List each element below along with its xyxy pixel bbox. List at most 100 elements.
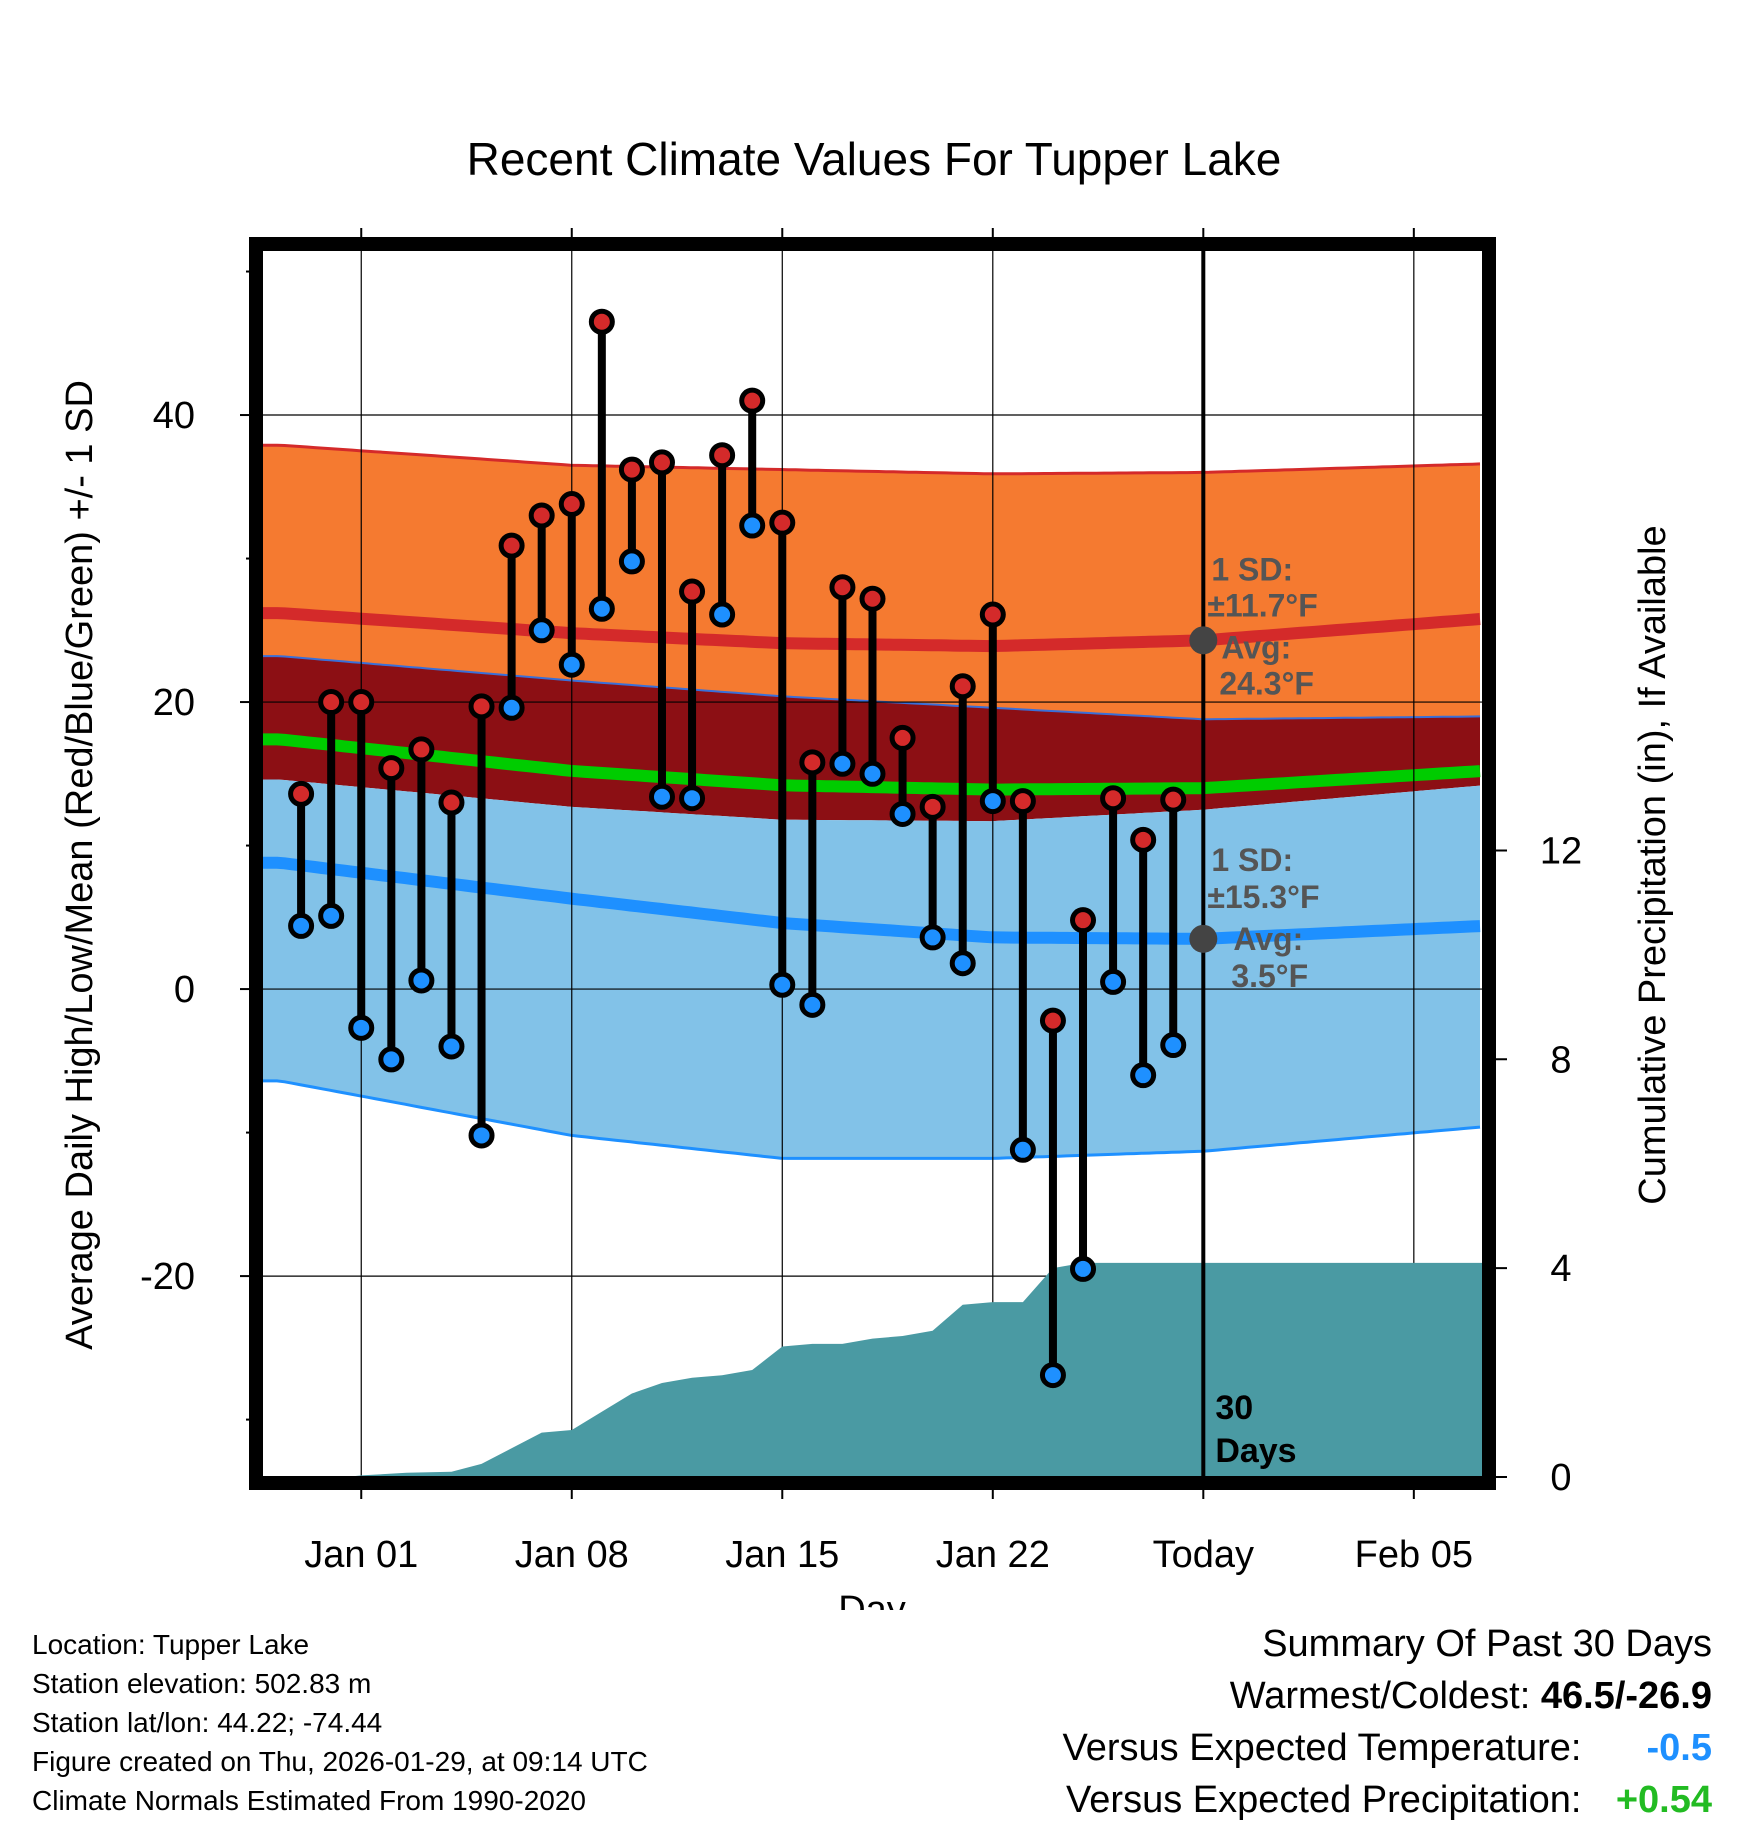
y2-tick-label: 8 — [1550, 1039, 1571, 1081]
high-avg-label: Avg: — [1221, 629, 1291, 665]
climate-chart: Recent Climate Values For Tupper Lake 1 … — [59, 133, 1674, 1610]
x-tick-label: Jan 01 — [304, 1534, 418, 1576]
y-tick-label: 40 — [153, 395, 195, 437]
created-text: Figure created on Thu, 2026-01-29, at 09… — [32, 1746, 648, 1777]
y-tick-label: -20 — [140, 1256, 195, 1298]
latlon-text: Station lat/lon: 44.22; -74.44 — [32, 1707, 383, 1738]
daily-low-point — [588, 595, 615, 622]
x-tick-label: Jan 08 — [515, 1534, 629, 1576]
x-axis-label: Day — [838, 1589, 906, 1610]
daily-high-point — [558, 491, 585, 518]
daily-low-point — [408, 967, 435, 994]
daily-high-point — [378, 755, 405, 782]
y2-tick-label: 12 — [1540, 830, 1582, 872]
daily-low-point — [558, 651, 585, 678]
daily-high-point — [679, 578, 706, 605]
daily-low-point — [648, 783, 675, 810]
daily-high-point — [468, 693, 495, 720]
daily-low-point — [1039, 1362, 1066, 1389]
daily-low-point — [1130, 1062, 1157, 1089]
daily-low-point — [709, 601, 736, 628]
daily-high-point — [829, 574, 856, 601]
dep-temp-label: Versus Expected Temperature: — [1062, 1727, 1582, 1769]
warm-cold-label: Warmest/Coldest: — [1229, 1675, 1531, 1717]
plot-frame — [249, 237, 1496, 1490]
dep-prcp-label: Versus Expected Precipitation: — [1066, 1779, 1582, 1821]
daily-low-point — [889, 800, 916, 827]
daily-low-point — [1160, 1032, 1187, 1059]
x-tick-label: Today — [1153, 1534, 1254, 1576]
daily-high-point — [1070, 907, 1097, 934]
daily-high-point — [739, 387, 766, 414]
daily-low-point — [919, 924, 946, 951]
daily-low-point — [949, 950, 976, 977]
y2-axis-label: Cumulative Precipitation (in), If Availa… — [1632, 525, 1674, 1204]
low-sd-value: ±15.3°F — [1207, 879, 1319, 915]
y-tick-label: 20 — [153, 682, 195, 724]
y2-tick-label: 4 — [1550, 1248, 1571, 1290]
daily-high-point — [588, 308, 615, 335]
daily-high-point — [979, 601, 1006, 628]
daily-high-point — [618, 456, 645, 483]
daily-low-point — [288, 912, 315, 939]
y-axis-label: Average Daily High/Low/Mean (Red/Blue/Gr… — [59, 380, 101, 1350]
high-plus-sd-line — [262, 443, 1481, 476]
daily-high-point — [799, 749, 826, 776]
location-text: Location: Tupper Lake — [32, 1629, 310, 1660]
normals-text: Climate Normals Estimated From 1990-2020 — [32, 1785, 586, 1816]
daily-high-point — [1100, 785, 1127, 812]
daily-low-point — [438, 1033, 465, 1060]
daily-high-point — [709, 442, 736, 469]
high-sd-label: 1 SD: — [1211, 551, 1293, 587]
daily-low-point — [979, 788, 1006, 815]
low-avg-value: 3.5°F — [1231, 958, 1308, 994]
daily-low-point — [528, 617, 555, 644]
daily-high-point — [408, 736, 435, 763]
dep-temp-value: -0.5 — [1646, 1727, 1712, 1769]
low-avg-marker — [1189, 924, 1218, 953]
low-avg-line — [262, 856, 1481, 945]
daily-high-point — [528, 502, 555, 529]
warm-cold-row: Warmest/Coldest: 46.5/-26.9 — [1063, 1670, 1712, 1722]
precip-area — [262, 1262, 1483, 1477]
station-info: Location: Tupper Lake Station elevation:… — [32, 1625, 648, 1820]
daily-low-point — [1009, 1136, 1036, 1163]
daily-low-point — [1100, 968, 1127, 995]
daily-high-point — [348, 689, 375, 716]
daily-high-point — [949, 673, 976, 700]
daily-low-point — [498, 694, 525, 721]
daily-high-point — [919, 793, 946, 820]
low-minus-sd-line — [262, 1079, 1481, 1160]
chart-title: Recent Climate Values For Tupper Lake — [467, 133, 1282, 185]
daily-low-point — [859, 760, 886, 787]
daily-low-point — [348, 1014, 375, 1041]
low-sd-label: 1 SD: — [1211, 842, 1293, 878]
daily-high-point — [769, 509, 796, 536]
days-label: Days — [1215, 1432, 1296, 1470]
daily-low-point — [468, 1122, 495, 1149]
daily-low-point — [318, 902, 345, 929]
y2-tick-label: 0 — [1550, 1457, 1571, 1499]
warm-cold-value: 46.5/-26.9 — [1540, 1675, 1712, 1717]
mean-avg-line — [262, 733, 1481, 796]
y-tick-label: 0 — [174, 969, 195, 1011]
daily-low-point — [679, 785, 706, 812]
x-tick-label: Feb 05 — [1355, 1534, 1473, 1576]
daily-high-point — [1130, 826, 1157, 853]
daily-high-point — [288, 780, 315, 807]
low-avg-label: Avg: — [1233, 921, 1303, 957]
daily-high-point — [889, 724, 916, 751]
elevation-text: Station elevation: 502.83 m — [32, 1668, 372, 1699]
daily-high-point — [859, 585, 886, 612]
daily-low-point — [618, 548, 645, 575]
daily-low-point — [1070, 1255, 1097, 1282]
high-sd-value: ±11.7°F — [1207, 587, 1317, 623]
dep-prcp-value: +0.54 — [1615, 1779, 1712, 1821]
daily-high-point — [318, 689, 345, 716]
daily-high-point — [1160, 786, 1187, 813]
x-tick-label: Jan 22 — [936, 1534, 1050, 1576]
dep-prcp-row: Versus Expected Precipitation: +0.54 — [1063, 1774, 1712, 1826]
high-avg-value: 24.3°F — [1219, 665, 1314, 701]
